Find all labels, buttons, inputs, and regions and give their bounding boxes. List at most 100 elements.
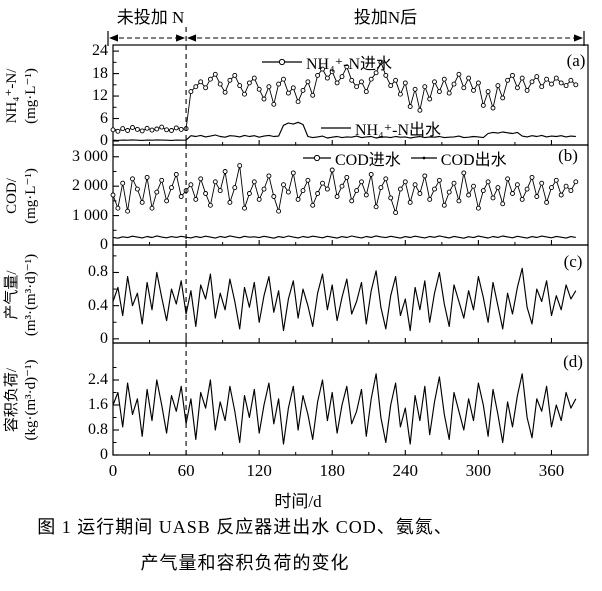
data-point-marker [393,210,399,216]
phase2-label: 投加N后 [353,8,418,27]
x-tick-label: 60 [177,461,195,480]
data-point-marker [164,127,170,133]
data-point-marker [451,81,457,87]
data-point-marker [354,84,360,90]
data-point-marker [178,194,184,199]
data-point-marker [539,180,545,186]
data-point-marker [339,74,345,80]
y-tick-label-d: 0.8 [88,421,108,438]
data-point-marker [383,72,389,78]
data-point-marker [237,163,243,169]
y-tick-label-b: 2 000 [72,177,108,195]
data-point-marker [519,196,525,202]
series-line-d [112,373,577,445]
data-point-marker [422,173,428,179]
data-point-marker [207,202,213,208]
data-point-marker [441,202,447,208]
y-tick-label-a: 12 [92,87,108,105]
data-point-marker [466,75,472,81]
data-point-marker [324,75,330,81]
data-point-marker [281,76,286,82]
data-point-marker [198,176,204,182]
data-point-marker [246,191,252,196]
data-point-marker [242,205,247,211]
data-point-marker [198,79,204,85]
data-point-marker [305,177,311,183]
data-point-marker [490,195,496,201]
legend-cod: COD进水 COD出水 [303,146,507,170]
data-point-marker [461,85,467,91]
data-point-marker [339,183,345,189]
data-point-marker [110,192,116,198]
data-point-marker [558,192,564,198]
data-point-marker [432,186,437,192]
data-point-marker [261,186,267,192]
data-point-marker [271,101,277,107]
data-point-marker [456,71,462,77]
phase1-label: 未投加 N [116,8,185,27]
figure-caption-line1: 图 1 运行期间 UASB 反应器进出水 COD、氨氮、 [37,517,453,537]
data-point-marker [510,72,515,78]
data-point-marker [363,192,369,198]
data-point-marker [461,170,467,176]
legend-circle-marker [313,154,321,162]
data-point-marker [237,83,243,89]
data-point-marker [173,125,179,131]
data-point-marker [573,179,579,185]
data-point-marker [412,86,418,92]
data-point-marker [456,198,462,204]
data-point-marker [505,77,511,83]
data-point-marker [354,188,360,194]
data-point-marker [266,173,272,179]
data-point-marker [193,84,199,90]
data-point-marker [475,80,481,86]
data-point-marker [407,199,413,205]
data-point-marker [149,127,155,133]
data-point-marker [383,176,389,182]
x-tick-label: 120 [246,461,272,480]
data-point-marker [310,202,316,208]
data-point-marker [388,83,394,89]
data-point-marker [324,186,330,192]
y-tick-label-d: 2.4 [88,371,108,388]
data-point-marker [393,77,399,83]
data-point-marker [436,89,442,95]
data-point-marker [500,201,506,207]
data-point-marker [310,92,316,98]
data-point-marker [432,79,437,85]
legend-cod-influent-text: COD进水 [335,152,401,169]
data-point-marker [285,189,291,195]
data-point-marker [329,167,335,173]
data-point-marker [368,76,374,82]
data-point-marker [534,74,540,80]
y-tick-label-b: 0 [100,236,108,253]
data-point-marker [334,194,340,199]
data-point-marker [115,205,121,211]
data-point-marker [334,80,340,86]
data-point-marker [276,208,282,214]
data-point-marker [553,75,559,81]
x-tick-label: 240 [392,461,419,480]
data-point-marker [563,183,569,189]
x-tick-label: 360 [538,461,565,480]
figure-caption-line2: 产气量和容积负荷的变化 [140,553,350,573]
data-point-marker [120,180,126,186]
data-point-marker [402,80,408,86]
data-point-marker [120,126,126,132]
arrowhead-right-icon [574,34,583,42]
data-point-marker [295,196,301,202]
y-tick-label-b: 3 000 [72,147,108,165]
legend-nh4-influent-text: NH₄⁺-N进水 [306,56,393,73]
data-point-marker [397,186,403,192]
data-point-marker [261,96,267,102]
data-point-marker [451,180,457,186]
data-point-marker [232,185,238,191]
data-point-marker [349,198,355,204]
legend-line-circle-sample [262,58,302,66]
data-point-marker [549,185,554,191]
y-tick-label-c: 0 [100,329,108,347]
legend-circle-marker [278,58,286,66]
data-point-marker [125,208,131,214]
data-point-marker [544,199,550,205]
data-point-marker [480,188,486,194]
